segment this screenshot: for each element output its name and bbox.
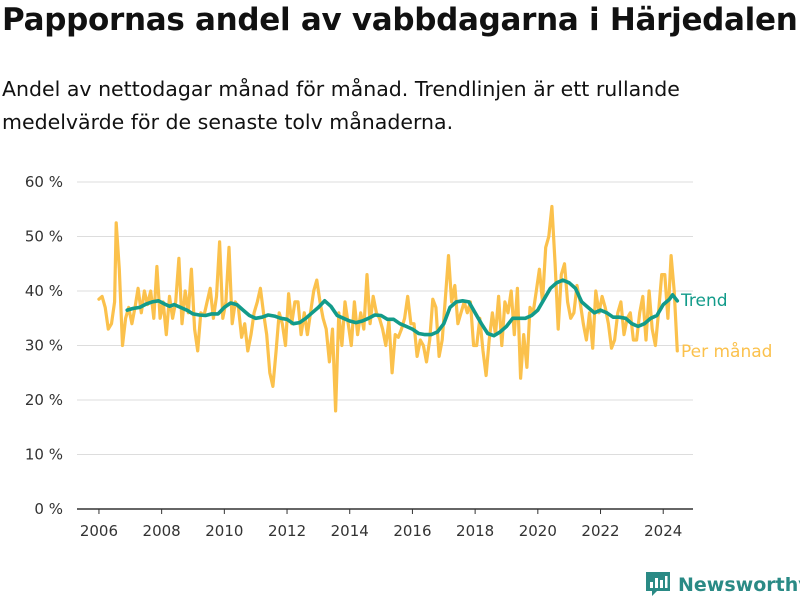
x-axis: 2006 2008 2010 2012 2014 2016 2018 2020 2022 2024: [77, 508, 693, 540]
x-tick-label-2016: 2016: [393, 522, 431, 540]
legend-label-trend: Trend: [680, 291, 728, 311]
y-tick-label-60: 60 %: [25, 173, 63, 191]
x-tick-label-2020: 2020: [519, 522, 557, 540]
x-tick-label-2022: 2022: [581, 522, 619, 540]
y-tick-label-40: 40 %: [25, 282, 63, 300]
y-tick-label-30: 30 %: [25, 337, 63, 355]
x-tick-label-2008: 2008: [143, 522, 181, 540]
x-tick-label-2012: 2012: [268, 522, 306, 540]
x-tick-label-2014: 2014: [331, 522, 369, 540]
y-tick-label-20: 20 %: [25, 391, 63, 409]
newsworthy-brand: Newsworthy: [644, 570, 800, 600]
series-line-per-manad: [97, 204, 679, 413]
x-tick-label-2010: 2010: [205, 522, 243, 540]
newsworthy-logo-icon: [644, 569, 672, 601]
gridlines: [77, 181, 693, 455]
x-tick-label-2024: 2024: [644, 522, 682, 540]
series-lines: [97, 204, 680, 413]
y-axis-tick-labels: 0 % 10 % 20 % 30 % 40 % 50 % 60 %: [25, 173, 63, 518]
x-tick-label-2006: 2006: [80, 522, 118, 540]
chart-subtitle: Andel av nettodagar månad för månad. Tre…: [2, 77, 680, 134]
y-tick-label-50: 50 %: [25, 228, 63, 246]
y-tick-label-0: 0 %: [34, 500, 63, 518]
x-tick-label-2018: 2018: [456, 522, 494, 540]
series-line-trend: [125, 278, 680, 338]
legend-label-per-manad: Per månad: [681, 341, 772, 362]
legend: Trend Per månad: [680, 291, 772, 362]
brand-name: Newsworthy: [678, 574, 800, 596]
y-tick-label-10: 10 %: [25, 446, 63, 464]
chart-title: Pappornas andel av vabbdagarna i Härjeda…: [2, 2, 798, 38]
